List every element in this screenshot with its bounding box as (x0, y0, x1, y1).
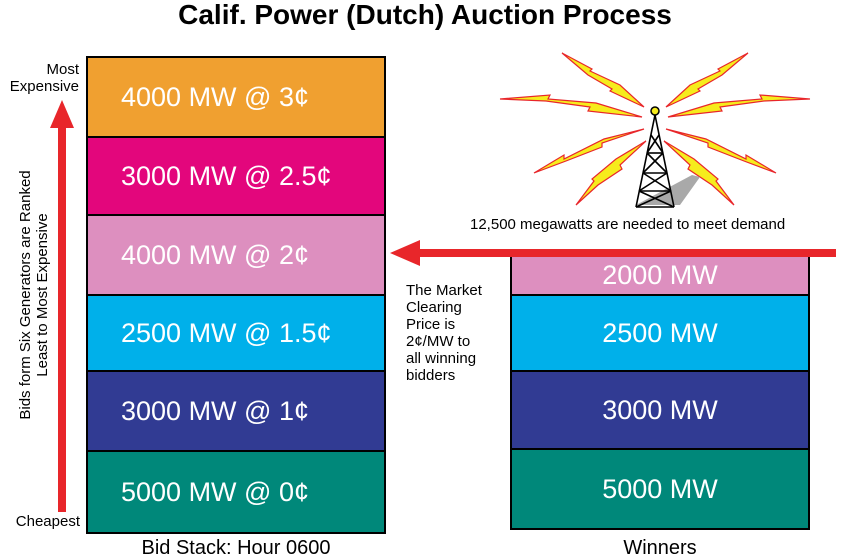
ranking-arrow (50, 100, 74, 512)
winner-block-3: 3000 MW (512, 372, 808, 450)
bid-block-2: 3000 MW @ 2.5¢ (88, 138, 384, 216)
winners-caption: Winners (623, 537, 697, 559)
bid-stack-caption: Bid Stack: Hour 0600 (141, 537, 331, 559)
ranking-arrow-head (50, 100, 74, 128)
demand-arrow (390, 240, 836, 266)
ranking-axis-label: Bids form Six Generators are Ranked Leas… (17, 170, 51, 420)
tower-icon (635, 114, 675, 208)
winner-block-label: 2000 MW (602, 259, 718, 290)
bid-block-4: 2500 MW @ 1.5¢ (88, 296, 384, 372)
clearing-price-text: The Market Clearing Price is 2¢/MW to al… (406, 282, 482, 384)
page-title: Calif. Power (Dutch) Auction Process (178, 0, 672, 30)
demand-arrow-head (390, 240, 420, 266)
cheapest-label: Cheapest (15, 513, 80, 530)
transmission-tower-illustration (499, 52, 811, 208)
bid-block-label: 3000 MW @ 1¢ (121, 395, 309, 426)
winner-block-1: 2000 MW (512, 256, 808, 296)
demand-text: 12,500 megawatts are needed to meet dema… (470, 216, 786, 233)
bid-block-label: 2500 MW @ 1.5¢ (121, 317, 332, 348)
lightning-bolt-icon (499, 52, 811, 206)
winner-block-label: 5000 MW (602, 473, 718, 504)
bid-block-5: 3000 MW @ 1¢ (88, 372, 384, 452)
bid-stack: 4000 MW @ 3¢ 3000 MW @ 2.5¢ 4000 MW @ 2¢… (86, 56, 386, 534)
bid-block-label: 4000 MW @ 3¢ (121, 81, 309, 112)
bid-block-label: 4000 MW @ 2¢ (121, 239, 309, 270)
bid-block-6: 5000 MW @ 0¢ (88, 452, 384, 532)
demand-arrow-shaft (418, 249, 836, 257)
winner-block-2: 2500 MW (512, 296, 808, 372)
bid-block-3: 4000 MW @ 2¢ (88, 216, 384, 296)
winners-stack: 2000 MW 2500 MW 3000 MW 5000 MW (510, 256, 810, 530)
bid-block-label: 3000 MW @ 2.5¢ (121, 160, 332, 191)
bid-block-1: 4000 MW @ 3¢ (88, 58, 384, 138)
most-expensive-label: Most Expensive (9, 61, 79, 95)
winner-block-label: 3000 MW (602, 394, 718, 425)
winner-block-label: 2500 MW (602, 317, 718, 348)
bid-block-label: 5000 MW @ 0¢ (121, 476, 309, 507)
tower-beacon (650, 106, 660, 116)
ranking-arrow-shaft (58, 126, 66, 512)
winner-block-4: 5000 MW (512, 450, 808, 528)
